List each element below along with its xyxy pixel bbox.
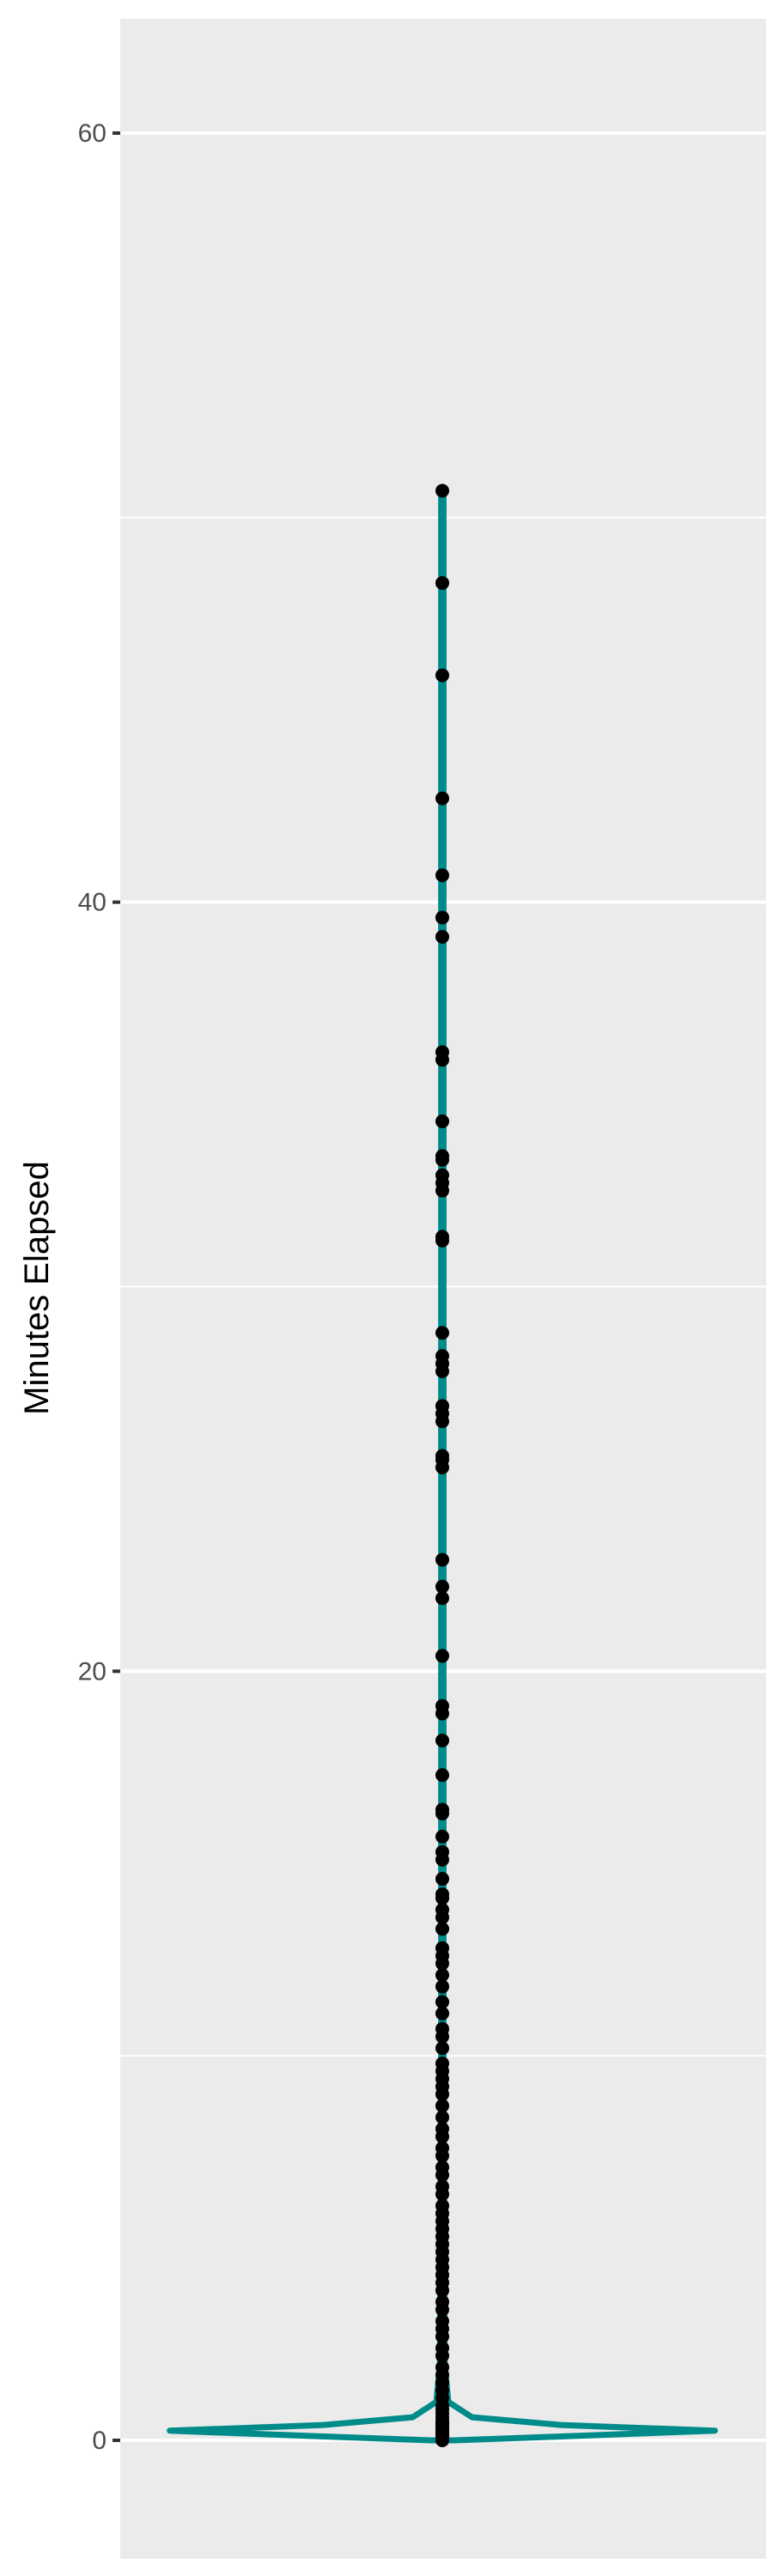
data-point — [435, 791, 449, 805]
data-point — [435, 2302, 449, 2317]
data-point — [435, 483, 449, 498]
data-point — [435, 2148, 449, 2163]
data-point — [435, 1706, 449, 1721]
y-tick-label: 20 — [78, 1657, 107, 1686]
y-tick-label: 40 — [78, 889, 107, 917]
data-point — [435, 929, 449, 944]
data-point — [435, 2110, 449, 2124]
data-point — [435, 910, 449, 925]
data-point — [435, 1364, 449, 1379]
data-point — [435, 1956, 449, 1971]
data-point — [435, 2283, 449, 2298]
data-points — [435, 483, 449, 2447]
data-point — [435, 1053, 449, 1067]
data-point — [435, 1891, 449, 1905]
data-point — [435, 1872, 449, 1886]
data-point — [435, 1829, 449, 1844]
data-point — [435, 868, 449, 883]
data-point — [435, 2433, 449, 2447]
data-point — [435, 2187, 449, 2202]
data-point — [435, 1922, 449, 1936]
y-axis-title: Minutes Elapsed — [18, 1161, 56, 1415]
data-point — [435, 575, 449, 590]
data-point — [435, 1995, 449, 2009]
data-point — [435, 1233, 449, 1248]
y-tick-label: 0 — [92, 2427, 107, 2455]
data-point — [435, 2167, 449, 2182]
data-point — [435, 1152, 449, 1167]
data-point — [435, 1979, 449, 1994]
data-point — [435, 2029, 449, 2044]
data-point — [435, 1768, 449, 1783]
data-point — [435, 1579, 449, 1594]
y-tick-label: 60 — [78, 119, 107, 148]
data-point — [435, 2099, 449, 2113]
data-point — [435, 2330, 449, 2344]
data-point — [435, 1460, 449, 1474]
data-point — [435, 1552, 449, 1567]
data-point — [435, 1910, 449, 1924]
data-point — [435, 1733, 449, 1747]
data-point — [435, 2348, 449, 2363]
data-point — [435, 1326, 449, 1340]
data-point — [435, 668, 449, 683]
data-point — [435, 2006, 449, 2020]
data-point — [435, 2129, 449, 2144]
data-point — [435, 1414, 449, 1429]
data-point — [435, 1852, 449, 1867]
data-point — [435, 1968, 449, 1983]
data-point — [435, 1183, 449, 1198]
y-axis: 0 20 40 60 — [78, 119, 120, 2455]
data-point — [435, 1649, 449, 1663]
data-point — [435, 2041, 449, 2056]
data-point — [435, 2087, 449, 2101]
data-point — [435, 1807, 449, 1821]
data-point — [435, 1591, 449, 1606]
data-point — [435, 1114, 449, 1128]
